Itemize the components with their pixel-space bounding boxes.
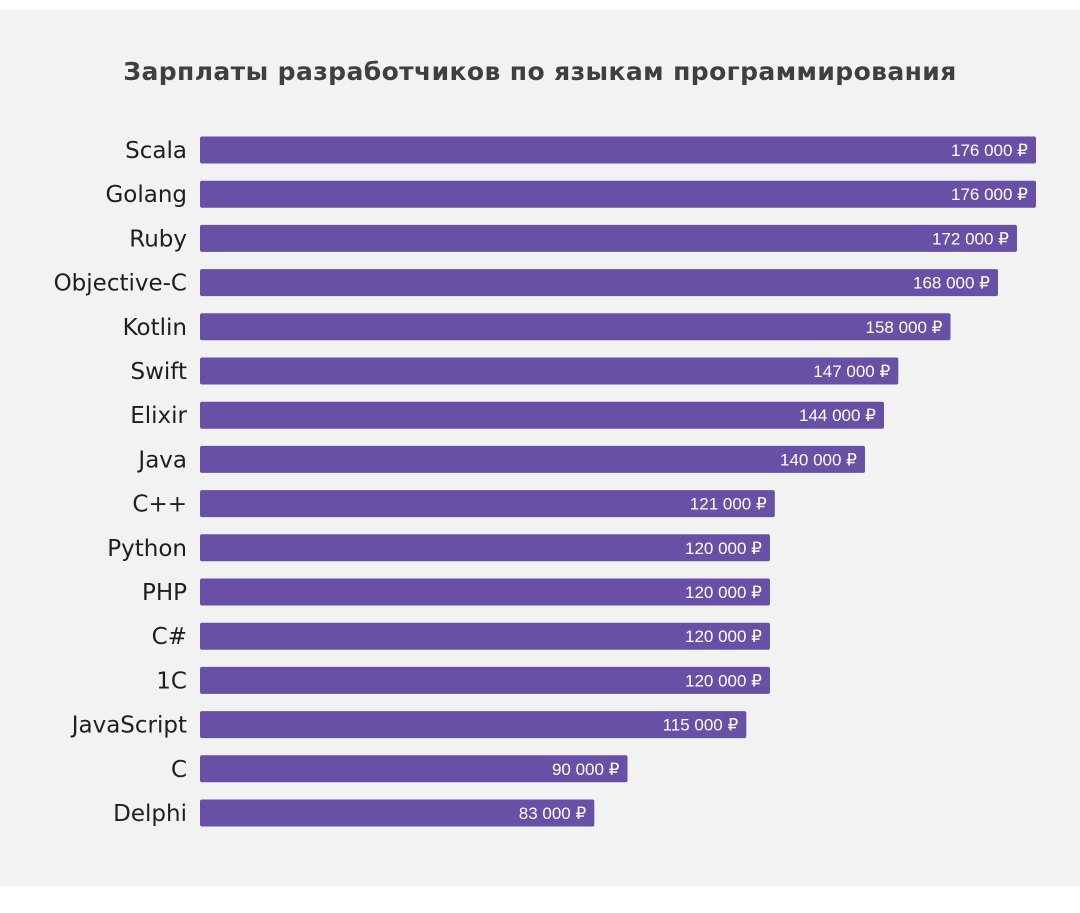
- value-label: 90 000 ₽: [552, 760, 620, 779]
- category-label: C#: [152, 624, 187, 650]
- category-label: Objective-C: [54, 271, 187, 297]
- category-label: Python: [107, 536, 187, 562]
- category-label: Scala: [125, 138, 187, 164]
- bar-13: [200, 711, 747, 739]
- bar-0: [200, 136, 1036, 164]
- bar-9: [200, 534, 770, 562]
- value-label: 147 000 ₽: [813, 362, 890, 381]
- value-label: 83 000 ₽: [519, 804, 587, 823]
- value-label: 121 000 ₽: [690, 495, 767, 514]
- value-label: 140 000 ₽: [780, 450, 857, 469]
- value-label: 120 000 ₽: [685, 539, 762, 558]
- category-label: 1C: [156, 668, 187, 694]
- value-label: 120 000 ₽: [685, 627, 762, 646]
- value-label: 120 000 ₽: [685, 671, 762, 690]
- value-label: 168 000 ₽: [913, 274, 990, 293]
- category-label: Swift: [130, 359, 187, 385]
- bar-11: [200, 622, 770, 650]
- chart-title: Зарплаты разработчиков по языкам програм…: [123, 57, 957, 86]
- bar-6: [200, 401, 884, 429]
- bar-7: [200, 445, 865, 473]
- bar-4: [200, 313, 951, 341]
- bar-8: [200, 490, 775, 518]
- bars-group: Scala 176 000 ₽ Golang 176 000 ₽ Ruby 172 000…: [54, 136, 1036, 827]
- value-label: 172 000 ₽: [932, 229, 1009, 248]
- bar-12: [200, 666, 770, 694]
- category-label: JavaScript: [70, 713, 187, 739]
- value-label: 158 000 ₽: [866, 318, 943, 337]
- value-label: 176 000 ₽: [951, 141, 1028, 160]
- bar-2: [200, 224, 1017, 252]
- bar-3: [200, 269, 998, 297]
- category-label: Kotlin: [123, 315, 187, 341]
- value-label: 176 000 ₽: [951, 185, 1028, 204]
- category-label: Golang: [105, 182, 187, 208]
- bar-1: [200, 180, 1036, 208]
- bar-15: [200, 799, 595, 827]
- bar-5: [200, 357, 899, 385]
- value-label: 120 000 ₽: [685, 583, 762, 602]
- category-label: C: [171, 757, 187, 783]
- value-label: 115 000 ₽: [663, 716, 739, 735]
- category-label: Delphi: [113, 801, 187, 827]
- category-label: C++: [132, 492, 187, 518]
- bar-14: [200, 755, 628, 783]
- value-label: 144 000 ₽: [799, 406, 876, 425]
- bar-10: [200, 578, 770, 606]
- category-label: Ruby: [129, 226, 187, 252]
- category-label: Elixir: [130, 403, 187, 429]
- category-label: PHP: [142, 580, 187, 606]
- category-label: Java: [136, 447, 187, 473]
